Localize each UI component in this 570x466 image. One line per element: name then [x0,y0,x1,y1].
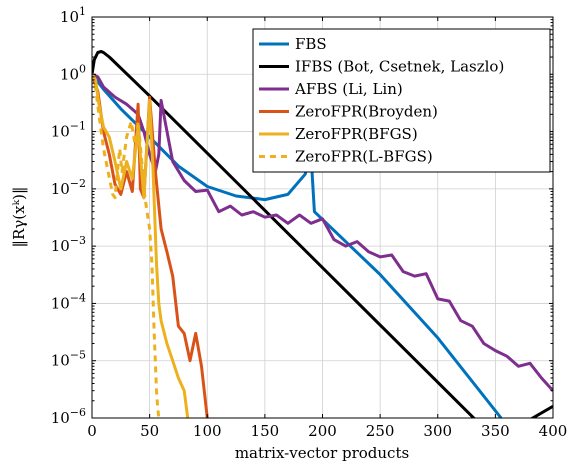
legend-label: ZeroFPR(L-BFGS) [295,148,433,166]
legend-box [252,28,551,173]
x-tick-label: 100 [193,422,222,440]
y-tick-label: 10−2 [51,177,86,198]
legend-label: ZeroFPR(BFGS) [295,125,418,143]
legend: FBS IFBS (Bot, Csetnek, Laszlo) AFBS (Li, … [252,28,551,173]
y-tick-label: 100 [60,62,86,83]
y-tick-label: 10−4 [51,291,86,312]
x-tick-label: 200 [308,422,337,440]
x-tick-label: 50 [140,422,159,440]
legend-label: IFBS (Bot, Csetnek, Laszlo) [295,58,504,76]
x-tick-label: 0 [87,422,97,440]
x-tick-label: 150 [251,422,280,440]
y-tick-label: 10−1 [51,120,86,141]
series-line-4 [92,73,190,418]
x-tick-label: 250 [366,422,395,440]
series-lines [92,50,553,418]
ticks: 0 50 100 150 200 250 300 350 400 10−6 10−5 10−4 10−3… [51,5,568,440]
x-tick-label: 400 [539,422,568,440]
legend-label: AFBS (Li, Lin) [294,80,403,98]
y-axis-label: ‖Rγ(xᵏ)‖ [10,187,28,248]
y-tick-label: 10−5 [51,349,86,370]
legend-label: ZeroFPR(Broyden) [295,103,438,121]
x-tick-label: 350 [481,422,510,440]
y-tick-label: 10−6 [51,406,86,427]
x-tick-label: 300 [423,422,452,440]
y-tick-label: 101 [60,5,86,26]
series-line-1 [92,50,553,418]
y-tick-label: 10−3 [51,234,86,255]
legend-label: FBS [295,35,327,53]
series-line-0 [92,73,503,418]
x-axis-label: matrix-vector products [235,444,409,462]
